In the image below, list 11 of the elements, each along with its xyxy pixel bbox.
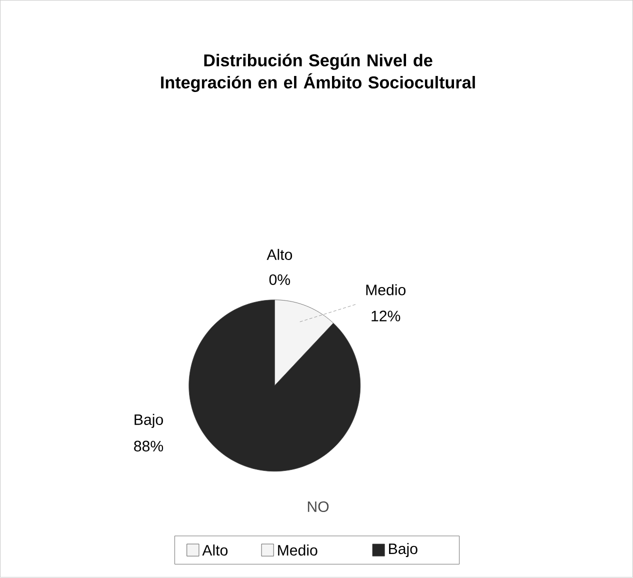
legend-label: Bajo: [389, 543, 418, 558]
legend-label: Alto: [202, 544, 228, 556]
category-label: Alto: [266, 249, 292, 260]
category-label: Medio: [278, 544, 318, 556]
data-label: 88%: [134, 441, 164, 452]
chart-title: Distribución Según Nivel de Integración en el Ámbito Sociocultural: [161, 54, 475, 92]
slice-label: Medio: [366, 284, 406, 296]
text: NO: [308, 502, 329, 512]
text: 0%: [269, 274, 290, 286]
slice-label: Bajo: [134, 414, 163, 428]
data-label: 12%: [372, 310, 400, 322]
